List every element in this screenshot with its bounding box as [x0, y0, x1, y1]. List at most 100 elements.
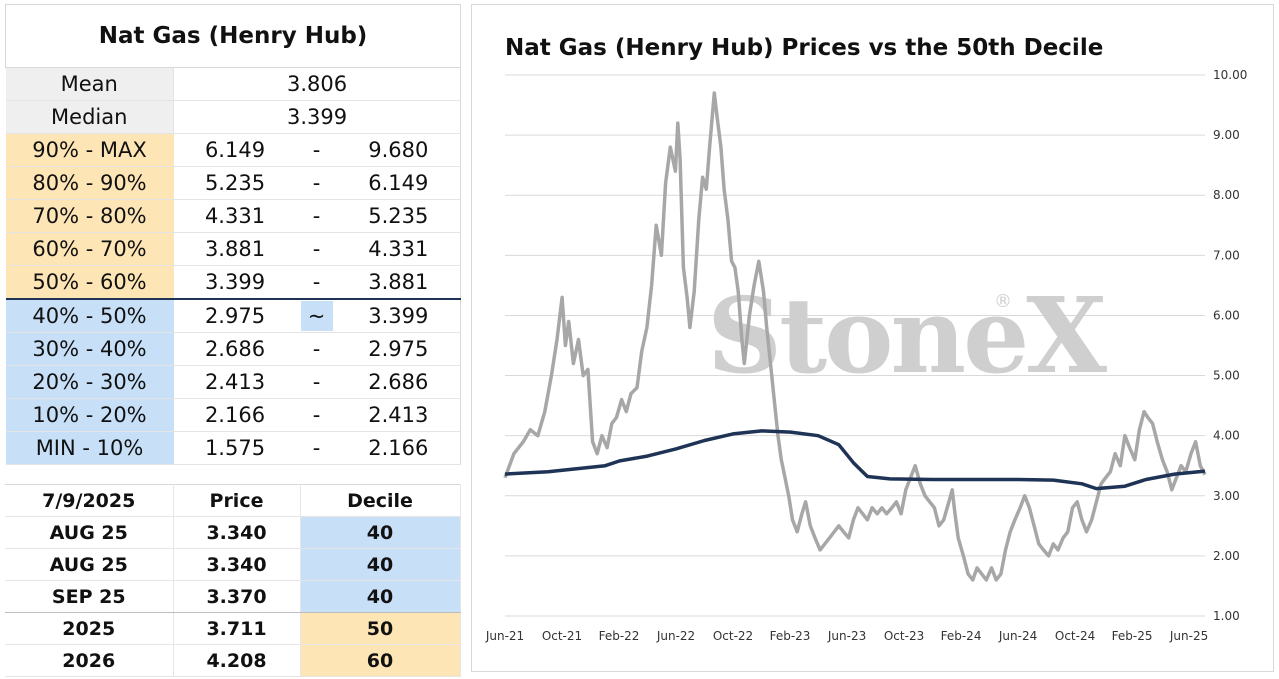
stat-label: Mean	[5, 67, 174, 101]
decile-range-label: 80% - 90%	[5, 166, 174, 200]
decile-separator: ~	[296, 299, 337, 333]
decile-separator: -	[296, 431, 337, 465]
contract-name: AUG 25	[5, 516, 174, 549]
decile-high: 9.680	[336, 133, 462, 167]
decile-low: 5.235	[173, 166, 297, 200]
stat-label: Median	[5, 100, 174, 134]
x-tick-label: Feb-22	[599, 629, 640, 643]
y-tick-label: 10.00	[1213, 68, 1247, 82]
x-tick-label: Oct-22	[713, 629, 753, 643]
stat-value: 3.806	[173, 67, 462, 101]
x-tick-label: Feb-23	[770, 629, 811, 643]
contract-name: 2025	[5, 612, 174, 645]
range-dash: -	[312, 337, 321, 361]
contract-row: AUG 25 3.340 40	[5, 516, 461, 549]
decile-high: 3.881	[336, 265, 462, 300]
decile-row: 80% - 90% 5.235-6.149	[5, 166, 462, 200]
decile-high: 6.149	[336, 166, 462, 200]
decile-low: 6.149	[173, 133, 297, 167]
decile-low: 1.575	[173, 431, 297, 465]
range-dash: -	[312, 204, 321, 228]
decile-row: 40% - 50% 2.975 ~3.399	[5, 299, 462, 333]
range-dash: -	[312, 370, 321, 394]
decile-high: 4.331	[336, 232, 462, 266]
decile-separator: -	[296, 365, 337, 399]
decile-high: 3.399	[336, 299, 462, 333]
x-tick-label: Oct-21	[542, 629, 582, 643]
decile-low: 3.399	[173, 265, 297, 300]
decile-separator: -	[296, 265, 337, 300]
decile-range-label: 90% - MAX	[5, 133, 174, 167]
y-tick-label: 8.00	[1213, 188, 1240, 202]
y-tick-label: 7.00	[1213, 248, 1240, 262]
decile-row: MIN - 10% 1.575-2.166	[5, 431, 462, 465]
contract-decile: 40	[300, 516, 461, 549]
decile-row: 30% - 40% 2.686-2.975	[5, 332, 462, 366]
decile-separator: -	[296, 332, 337, 366]
decile-low: 2.975	[173, 299, 297, 333]
decile-high: 5.235	[336, 199, 462, 233]
decile-range-label: MIN - 10%	[5, 431, 174, 465]
x-tick-label: Jun-25	[1169, 629, 1208, 643]
contract-name: 2026	[5, 644, 174, 677]
range-dash: -	[312, 237, 321, 261]
watermark-registered-mark: ®	[994, 291, 1012, 312]
x-tick-label: Feb-25	[1112, 629, 1153, 643]
x-tick-label: Jun-23	[827, 629, 866, 643]
contract-name: SEP 25	[5, 580, 174, 613]
header-price: Price	[173, 484, 301, 517]
decile-50th-series-line	[504, 429, 1206, 491]
header-date: 7/9/2025	[5, 484, 174, 517]
contract-decile: 40	[300, 580, 461, 613]
contract-price: 3.340	[173, 548, 301, 581]
price-chart: Nat Gas (Henry Hub) Prices vs the 50th D…	[485, 35, 1248, 643]
y-tick-label: 2.00	[1213, 549, 1240, 563]
contract-price: 4.208	[173, 644, 301, 677]
decile-range-label: 40% - 50%	[5, 299, 174, 333]
decile-low: 3.881	[173, 232, 297, 266]
decile-separator: -	[296, 199, 337, 233]
contract-price: 3.340	[173, 516, 301, 549]
chart-title: Nat Gas (Henry Hub) Prices vs the 50th D…	[505, 35, 1103, 61]
decile-range-label: 10% - 20%	[5, 398, 174, 432]
x-tick-label: Oct-24	[1055, 629, 1095, 643]
decile-row: 70% - 80% 4.331-5.235	[5, 199, 462, 233]
contract-row: SEP 25 3.370 40	[5, 580, 461, 613]
decile-low: 2.166	[173, 398, 297, 432]
stat-row: Mean 3.806	[5, 67, 462, 101]
decile-high: 2.413	[336, 398, 462, 432]
range-dash: -	[312, 138, 321, 162]
contract-price: 3.711	[173, 612, 301, 645]
decile-range-label: 70% - 80%	[5, 199, 174, 233]
decile-low: 2.413	[173, 365, 297, 399]
contract-price: 3.370	[173, 580, 301, 613]
current-decile-marker: ~	[300, 301, 333, 331]
decile-row: 10% - 20% 2.166-2.413	[5, 398, 462, 432]
contract-row: 2026 4.208 60	[5, 644, 461, 677]
y-tick-label: 5.00	[1213, 369, 1240, 383]
decile-row: 20% - 30% 2.413-2.686	[5, 365, 462, 399]
contract-table-header: 7/9/2025 Price Decile	[5, 484, 461, 517]
y-tick-label: 4.00	[1213, 429, 1240, 443]
contract-decile: 50	[300, 612, 461, 645]
decile-range-label: 30% - 40%	[5, 332, 174, 366]
decile-table: Nat Gas (Henry Hub) Mean 3.806 Median 3.399…	[4, 4, 462, 465]
decile-low: 4.331	[173, 199, 297, 233]
decile-row: 90% - MAX 6.149-9.680	[5, 133, 462, 167]
header-decile: Decile	[300, 484, 461, 517]
stat-value: 3.399	[173, 100, 462, 134]
range-dash: -	[312, 403, 321, 427]
decile-separator: -	[296, 133, 337, 167]
x-tick-label: Jun-21	[485, 629, 524, 643]
range-dash: -	[312, 171, 321, 195]
contract-row: 2025 3.711 50	[5, 612, 461, 645]
decile-high: 2.166	[336, 431, 462, 465]
decile-row: 50% - 60% 3.399-3.881	[5, 265, 462, 300]
contract-table: 7/9/2025 Price Decile AUG 25 3.340 40 AUG 2…	[5, 484, 461, 677]
y-tick-label: 3.00	[1213, 489, 1240, 503]
range-dash: -	[312, 270, 321, 294]
price-series-line	[503, 91, 1207, 582]
decile-separator: -	[296, 398, 337, 432]
decile-range-label: 60% - 70%	[5, 232, 174, 266]
x-tick-label: Jun-22	[656, 629, 695, 643]
